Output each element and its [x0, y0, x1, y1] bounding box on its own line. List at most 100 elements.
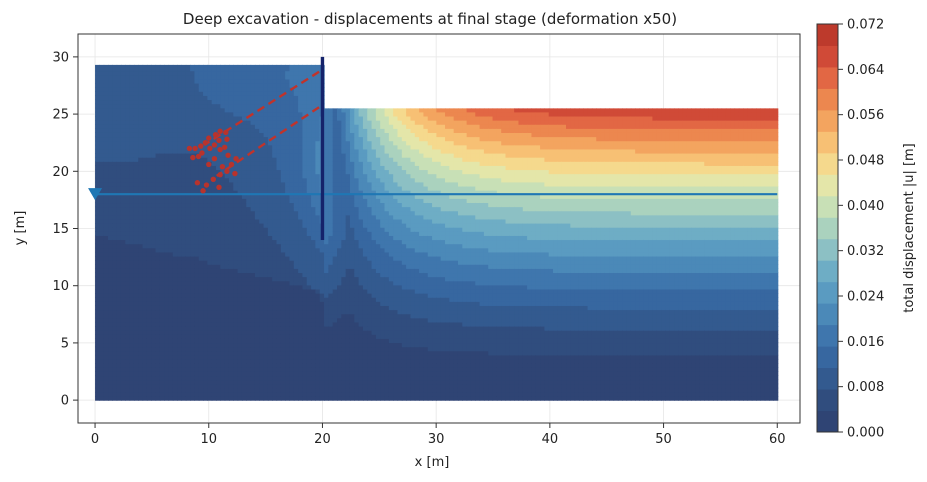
contour-cell	[220, 375, 226, 381]
contour-cell	[358, 132, 364, 138]
contour-cell	[328, 272, 334, 278]
contour-cell	[332, 354, 338, 360]
contour-cell	[125, 297, 131, 302]
contour-cell	[250, 395, 256, 401]
contour-cell	[103, 115, 109, 121]
contour-cell	[177, 276, 183, 282]
contour-cell	[337, 280, 342, 286]
contour-cell	[220, 74, 226, 80]
contour-cell	[177, 255, 183, 261]
contour-cell	[116, 284, 122, 290]
contour-cell	[237, 190, 243, 195]
contour-cell	[133, 124, 139, 129]
contour-cell	[358, 165, 364, 171]
contour-cell	[129, 235, 135, 241]
contour-cell	[168, 165, 174, 171]
contour-cell	[138, 309, 144, 315]
contour-cell	[246, 74, 252, 80]
contour-cell	[332, 115, 338, 121]
contour-cell	[237, 239, 243, 245]
contour-cell	[108, 379, 113, 385]
contour-cell	[112, 140, 118, 146]
contour-cell	[324, 251, 329, 257]
contour-cell	[263, 210, 269, 216]
contour-cell	[354, 346, 360, 352]
contour-cell	[332, 247, 338, 253]
contour-cell	[298, 82, 304, 88]
contour-cell	[228, 144, 234, 150]
contour-cell	[341, 354, 347, 360]
contour-cell	[250, 301, 256, 306]
contour-cell	[138, 247, 144, 253]
contour-cell	[228, 231, 234, 236]
contour-cell	[319, 313, 325, 319]
contour-cell	[285, 82, 291, 88]
contour-cell	[311, 210, 317, 216]
contour-cell	[99, 64, 105, 68]
contour-cell	[332, 383, 338, 389]
contour-cell	[181, 260, 187, 265]
contour-cell	[220, 198, 226, 204]
contour-cell	[95, 128, 100, 133]
contour-cell	[103, 202, 109, 208]
contour-cell	[267, 313, 273, 319]
contour-cell	[125, 173, 131, 179]
contour-cell	[164, 206, 170, 212]
contour-cell	[302, 293, 308, 298]
contour-cell	[237, 342, 243, 348]
contour-cell	[285, 198, 291, 204]
contour-cell	[138, 325, 144, 331]
contour-cell	[289, 375, 295, 381]
contour-cell	[250, 124, 256, 129]
contour-cell	[108, 198, 113, 204]
contour-cell	[324, 317, 329, 323]
contour-cell	[207, 74, 213, 80]
contour-cell	[168, 367, 174, 372]
contour-cell	[207, 325, 213, 331]
contour-cell	[341, 276, 347, 282]
contour-cell	[142, 371, 148, 377]
contour-cell	[237, 268, 243, 274]
contour-cell	[267, 330, 273, 335]
contour-cell	[228, 165, 234, 171]
contour-cell	[267, 161, 273, 166]
contour-cell	[315, 124, 321, 129]
contour-cell	[358, 231, 364, 236]
contour-cell	[155, 297, 161, 302]
contour-cell	[345, 210, 351, 216]
contour-cell	[216, 305, 221, 311]
contour-cell	[354, 231, 360, 236]
contour-cell	[207, 387, 213, 393]
contour-cell	[298, 190, 304, 195]
contour-cell	[146, 309, 152, 315]
contour-cell	[164, 330, 170, 335]
contour-cell	[146, 395, 152, 401]
contour-cell	[198, 391, 204, 397]
contour-cell	[155, 260, 161, 265]
contour-cell	[216, 124, 221, 129]
contour-cell	[289, 363, 295, 368]
contour-cell	[172, 251, 178, 257]
contour-cell	[181, 317, 187, 323]
contour-cell	[358, 264, 364, 269]
contour-cell	[120, 301, 126, 306]
contour-cell	[272, 301, 278, 306]
contour-cell	[302, 99, 308, 105]
contour-cell	[198, 309, 204, 315]
contour-cell	[99, 363, 105, 368]
contour-cell	[190, 173, 196, 179]
contour-cell	[172, 91, 178, 96]
contour-cell	[151, 152, 157, 158]
contour-cell	[254, 272, 260, 278]
contour-cell	[164, 140, 170, 146]
contour-cell	[142, 251, 148, 257]
contour-cell	[311, 358, 317, 364]
contour-cell	[220, 152, 226, 158]
contour-cell	[203, 231, 208, 236]
chart-title: Deep excavation - displacements at final…	[183, 10, 677, 28]
contour-cell	[164, 120, 170, 125]
contour-cell	[302, 144, 308, 150]
contour-cell	[276, 317, 282, 323]
contour-cell	[207, 206, 213, 212]
contour-cell	[207, 165, 213, 171]
